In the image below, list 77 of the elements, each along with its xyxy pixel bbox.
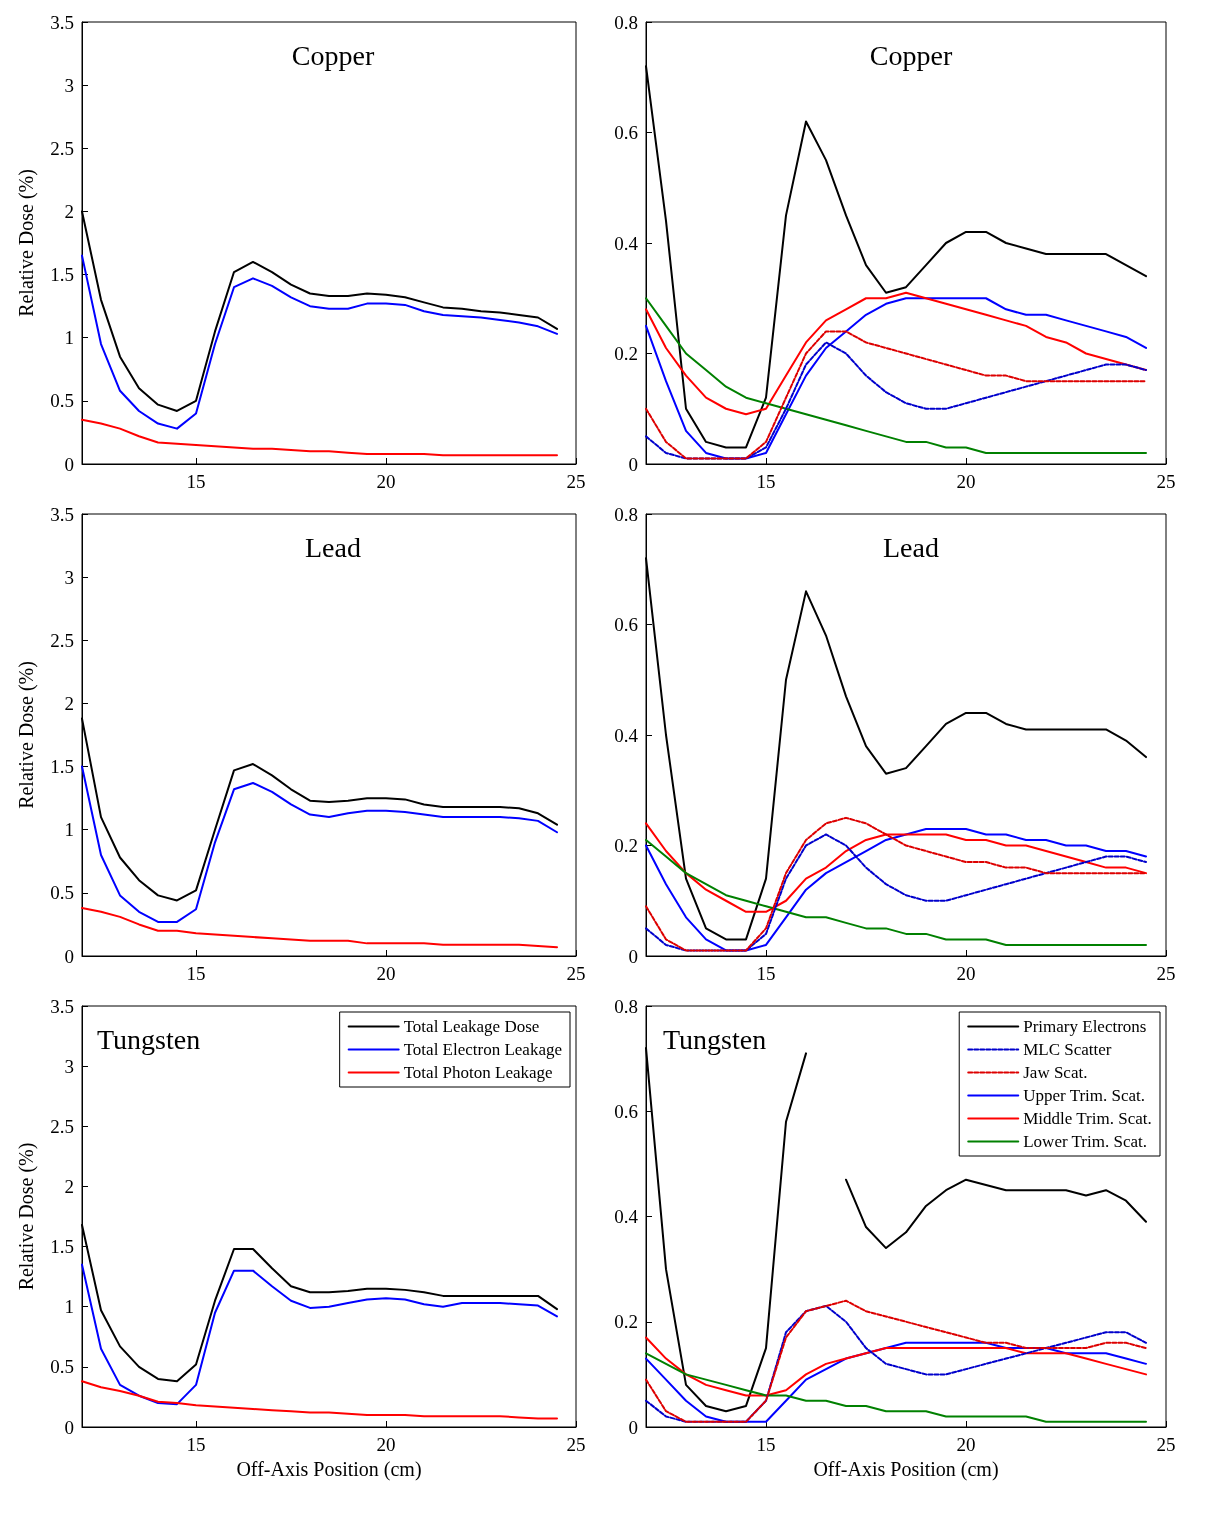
x-tick-label: 15	[186, 471, 206, 492]
legend-label: Total Leakage Dose	[403, 1017, 540, 1036]
x-tick-label: 25	[566, 1434, 586, 1455]
x-tick-label: 15	[756, 1434, 776, 1455]
y-tick-label: 3.5	[50, 995, 74, 1017]
x-axis-title: Off-Axis Position (cm)	[236, 1458, 422, 1481]
y-tick-label: 0	[628, 1416, 638, 1438]
legend-label: Middle Trim. Scat.	[1023, 1109, 1152, 1128]
legend-label: Primary Electrons	[1023, 1017, 1147, 1036]
y-tick-label: 0.4	[614, 232, 639, 254]
x-tick-label: 15	[756, 963, 776, 984]
y-axis-title: Relative Dose (%)	[15, 1142, 38, 1291]
y-tick-label: 1.5	[50, 1236, 74, 1258]
y-tick-label: 3	[64, 1055, 74, 1077]
y-tick-label: 2	[64, 692, 74, 714]
y-tick-label: 0.5	[50, 1356, 74, 1378]
x-tick-label: 25	[566, 963, 586, 984]
y-tick-label: 0	[64, 453, 74, 475]
y-tick-label: 0	[64, 945, 74, 967]
y-tick-label: 3.5	[50, 503, 74, 525]
x-tick-label: 15	[756, 471, 776, 492]
legend-label: MLC Scatter	[1023, 1040, 1112, 1059]
x-tick-label: 20	[956, 471, 976, 492]
y-tick-label: 3.5	[50, 11, 74, 33]
y-tick-label: 0.6	[614, 614, 638, 635]
legend-label: Jaw Scat.	[1023, 1063, 1088, 1082]
y-tick-label: 0.8	[614, 11, 638, 33]
y-tick-label: 3	[64, 566, 74, 588]
legend-label: Total Electron Leakage	[403, 1040, 563, 1059]
x-tick-label: 15	[186, 963, 206, 984]
y-tick-label: 0.4	[614, 1206, 639, 1227]
legend-label: Total Photon Leakage	[403, 1063, 553, 1082]
x-tick-label: 20	[376, 1434, 396, 1455]
y-tick-label: 2.5	[50, 1115, 74, 1137]
y-axis-title: Relative Dose (%)	[15, 661, 38, 809]
y-tick-label: 2	[64, 1175, 74, 1197]
x-tick-label: 25	[1156, 471, 1176, 492]
x-tick-label: 20	[956, 1434, 976, 1455]
text: Lead	[883, 531, 939, 563]
legend-label: Lower Trim. Scat.	[1023, 1132, 1147, 1151]
x-tick-label: 15	[186, 1434, 206, 1455]
x-tick-label: 25	[1156, 963, 1176, 984]
y-tick-label: 0.5	[50, 390, 74, 412]
y-axis-title: Relative Dose (%)	[15, 169, 38, 317]
x-tick-label: 20	[956, 963, 976, 984]
y-tick-label: 0.6	[614, 1100, 638, 1122]
x-tick-label: 20	[376, 471, 396, 492]
y-tick-label: 2.5	[50, 629, 74, 651]
text: Copper	[869, 39, 953, 71]
text: Copper	[291, 39, 375, 71]
y-tick-label: 2.5	[50, 137, 74, 159]
y-tick-label: 1	[64, 1296, 74, 1318]
y-tick-label: 1.5	[50, 756, 74, 778]
y-tick-label: 2	[64, 200, 74, 222]
y-tick-label: 0.6	[614, 122, 638, 143]
y-tick-label: 0	[628, 945, 638, 967]
y-tick-label: 0.2	[614, 835, 638, 856]
y-tick-label: 0.8	[614, 995, 638, 1017]
x-axis-title: Off-Axis Position (cm)	[813, 1458, 999, 1481]
y-tick-label: 1.5	[50, 264, 74, 286]
y-tick-label: 0	[628, 453, 638, 475]
y-tick-label: 1	[64, 819, 74, 841]
y-tick-label: 0.5	[50, 882, 74, 904]
text: Lead	[305, 531, 361, 563]
y-tick-label: 0.2	[614, 1311, 638, 1333]
x-tick-label: 25	[1156, 1434, 1176, 1455]
text: Tungsten	[663, 1023, 767, 1055]
y-tick-label: 0.2	[614, 343, 638, 364]
text: Tungsten	[97, 1023, 201, 1055]
x-tick-label: 20	[376, 963, 396, 984]
y-tick-label: 0	[64, 1416, 74, 1438]
y-tick-label: 3	[64, 74, 74, 96]
y-tick-label: 0.8	[614, 503, 638, 525]
legend-label: Upper Trim. Scat.	[1023, 1086, 1146, 1105]
y-tick-label: 1	[64, 327, 74, 349]
x-tick-label: 25	[566, 471, 586, 492]
y-tick-label: 0.4	[614, 724, 639, 746]
